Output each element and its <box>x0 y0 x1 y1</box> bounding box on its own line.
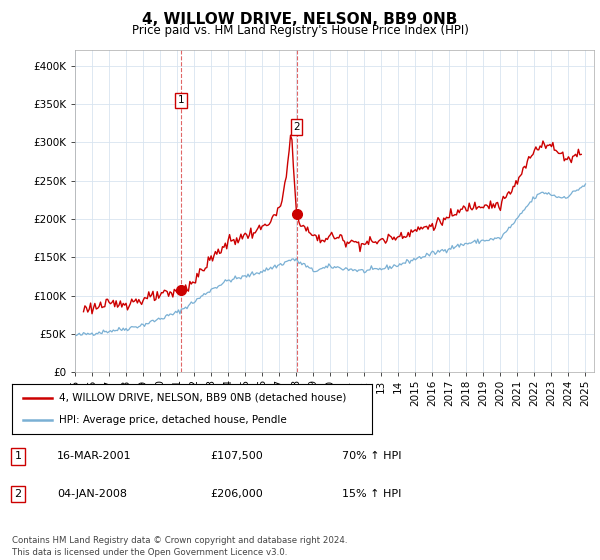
Text: 4, WILLOW DRIVE, NELSON, BB9 0NB (detached house): 4, WILLOW DRIVE, NELSON, BB9 0NB (detach… <box>59 393 346 403</box>
Text: 70% ↑ HPI: 70% ↑ HPI <box>342 451 401 461</box>
Text: 2: 2 <box>14 489 22 499</box>
Text: 15% ↑ HPI: 15% ↑ HPI <box>342 489 401 499</box>
Text: 1: 1 <box>14 451 22 461</box>
Text: HPI: Average price, detached house, Pendle: HPI: Average price, detached house, Pend… <box>59 415 287 425</box>
Text: Contains HM Land Registry data © Crown copyright and database right 2024.
This d: Contains HM Land Registry data © Crown c… <box>12 536 347 557</box>
Text: 1: 1 <box>178 95 184 105</box>
Text: £206,000: £206,000 <box>210 489 263 499</box>
Text: 4, WILLOW DRIVE, NELSON, BB9 0NB: 4, WILLOW DRIVE, NELSON, BB9 0NB <box>142 12 458 27</box>
Text: 16-MAR-2001: 16-MAR-2001 <box>57 451 131 461</box>
Text: Price paid vs. HM Land Registry's House Price Index (HPI): Price paid vs. HM Land Registry's House … <box>131 24 469 37</box>
Text: £107,500: £107,500 <box>210 451 263 461</box>
Text: 2: 2 <box>293 122 300 132</box>
Text: 04-JAN-2008: 04-JAN-2008 <box>57 489 127 499</box>
